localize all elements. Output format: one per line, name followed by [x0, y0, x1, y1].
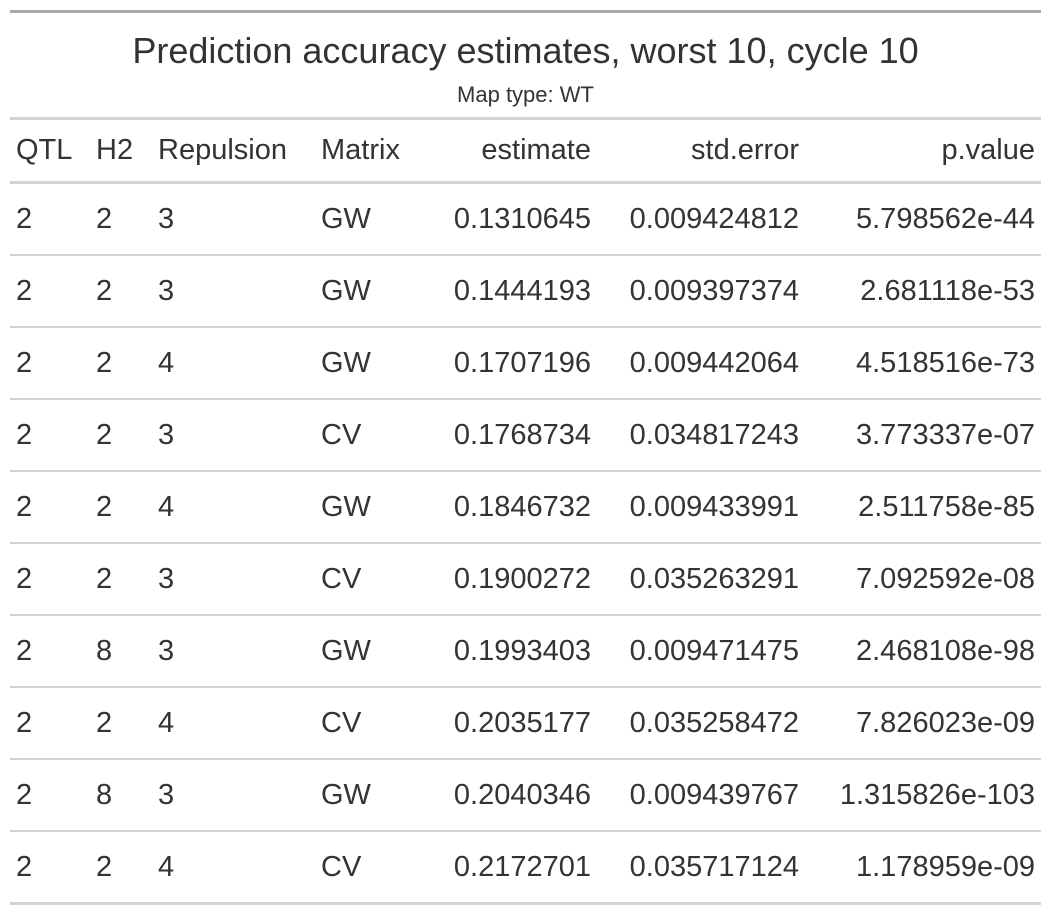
column-header-qtl: QTL [16, 134, 73, 166]
matrix-cell: GW [321, 634, 371, 667]
table-row: 2 8 3 GW 0.2040346 0.009439767 1.315826e-103 [10, 759, 1041, 831]
table-subtitle: Map type: WT [457, 82, 594, 107]
qtl-cell: 2 [16, 202, 33, 235]
estimate-cell: 0.1310645 [453, 202, 591, 235]
qtl-cell: 2 [16, 418, 33, 451]
estimate-cell: 0.2035177 [453, 706, 591, 739]
column-header-matrix: Matrix [321, 134, 400, 166]
estimate-cell: 0.1444193 [453, 274, 591, 307]
estimate-cell: 0.1993403 [453, 634, 591, 667]
estimate-cell: 0.1707196 [453, 346, 591, 379]
table-title: Prediction accuracy estimates, worst 10,… [132, 30, 919, 71]
repulsion-cell: 3 [158, 634, 175, 667]
p-value-cell: 7.092592e-08 [856, 562, 1035, 595]
p-value-cell: 3.773337e-07 [856, 418, 1035, 451]
column-header-estimate: estimate [481, 134, 591, 166]
matrix-cell: CV [321, 418, 362, 451]
matrix-cell: GW [321, 274, 371, 307]
p-value-cell: 7.826023e-09 [856, 706, 1035, 739]
table-row: 2 2 4 GW 0.1707196 0.009442064 4.518516e-73 [10, 327, 1041, 399]
std-error-cell: 0.009471475 [629, 634, 799, 667]
h2-cell: 2 [96, 706, 113, 739]
repulsion-cell: 4 [158, 346, 175, 379]
std-error-cell: 0.009424812 [629, 202, 799, 235]
p-value-cell: 1.178959e-09 [856, 850, 1035, 883]
column-header-std-error: std.error [691, 134, 799, 166]
std-error-cell: 0.009433991 [629, 490, 799, 523]
table-row: 2 2 3 CV 0.1900272 0.035263291 7.092592e-08 [10, 543, 1041, 615]
h2-cell: 2 [96, 850, 113, 883]
qtl-cell: 2 [16, 706, 33, 739]
repulsion-cell: 4 [158, 490, 175, 523]
h2-cell: 8 [96, 778, 113, 811]
matrix-cell: CV [321, 850, 362, 883]
top-rule [10, 10, 1041, 13]
std-error-cell: 0.009439767 [629, 778, 799, 811]
qtl-cell: 2 [16, 778, 33, 811]
h2-cell: 2 [96, 346, 113, 379]
std-error-cell: 0.009442064 [629, 346, 799, 379]
estimate-cell: 0.1768734 [453, 418, 591, 451]
matrix-cell: GW [321, 202, 371, 235]
qtl-cell: 2 [16, 850, 33, 883]
std-error-cell: 0.035263291 [629, 562, 799, 595]
column-header-repulsion: Repulsion [158, 134, 287, 166]
p-value-cell: 2.468108e-98 [856, 634, 1035, 667]
p-value-cell: 2.681118e-53 [860, 274, 1035, 307]
matrix-cell: CV [321, 706, 362, 739]
std-error-cell: 0.034817243 [629, 418, 799, 451]
qtl-cell: 2 [16, 562, 33, 595]
table-row: 2 2 4 CV 0.2035177 0.035258472 7.826023e-09 [10, 687, 1041, 759]
std-error-cell: 0.009397374 [629, 274, 799, 307]
p-value-cell: 1.315826e-103 [839, 778, 1035, 811]
p-value-cell: 2.511758e-85 [858, 490, 1035, 523]
table-row: 2 8 3 GW 0.1993403 0.009471475 2.468108e-98 [10, 615, 1041, 687]
estimate-cell: 0.1846732 [453, 490, 591, 523]
column-header-p-value: p.value [941, 134, 1035, 166]
table-row: 2 2 4 CV 0.2172701 0.035717124 1.178959e-09 [10, 831, 1041, 904]
matrix-cell: GW [321, 346, 371, 379]
results-table: QTL H2 Repulsion Matrix estimate std.err… [10, 117, 1041, 905]
repulsion-cell: 3 [158, 418, 175, 451]
header-row: QTL H2 Repulsion Matrix estimate std.err… [10, 118, 1041, 183]
repulsion-cell: 3 [158, 562, 175, 595]
estimate-cell: 0.2172701 [453, 850, 591, 883]
table-row: 2 2 3 GW 0.1444193 0.009397374 2.681118e-53 [10, 255, 1041, 327]
repulsion-cell: 3 [158, 274, 175, 307]
table-body: 2 2 3 GW 0.1310645 0.009424812 5.798562e-44 2 2 3… [10, 183, 1041, 904]
results-table-container: Prediction accuracy estimates, worst 10,… [10, 10, 1041, 905]
h2-cell: 2 [96, 274, 113, 307]
p-value-cell: 5.798562e-44 [856, 202, 1035, 235]
table-row: 2 2 3 GW 0.1310645 0.009424812 5.798562e-44 [10, 183, 1041, 256]
qtl-cell: 2 [16, 634, 33, 667]
h2-cell: 8 [96, 634, 113, 667]
repulsion-cell: 4 [158, 850, 175, 883]
matrix-cell: GW [321, 778, 371, 811]
repulsion-cell: 3 [158, 778, 175, 811]
h2-cell: 2 [96, 418, 113, 451]
h2-cell: 2 [96, 562, 113, 595]
table-row: 2 2 4 GW 0.1846732 0.009433991 2.511758e-85 [10, 471, 1041, 543]
matrix-cell: CV [321, 562, 362, 595]
matrix-cell: GW [321, 490, 371, 523]
qtl-cell: 2 [16, 346, 33, 379]
estimate-cell: 0.2040346 [453, 778, 591, 811]
repulsion-cell: 3 [158, 202, 175, 235]
qtl-cell: 2 [16, 490, 33, 523]
p-value-cell: 4.518516e-73 [856, 346, 1035, 379]
estimate-cell: 0.1900272 [453, 562, 591, 595]
repulsion-cell: 4 [158, 706, 175, 739]
std-error-cell: 0.035717124 [629, 850, 799, 883]
h2-cell: 2 [96, 202, 113, 235]
std-error-cell: 0.035258472 [629, 706, 799, 739]
table-row: 2 2 3 CV 0.1768734 0.034817243 3.773337e-07 [10, 399, 1041, 471]
column-header-h2: H2 [96, 134, 134, 166]
h2-cell: 2 [96, 490, 113, 523]
qtl-cell: 2 [16, 274, 33, 307]
